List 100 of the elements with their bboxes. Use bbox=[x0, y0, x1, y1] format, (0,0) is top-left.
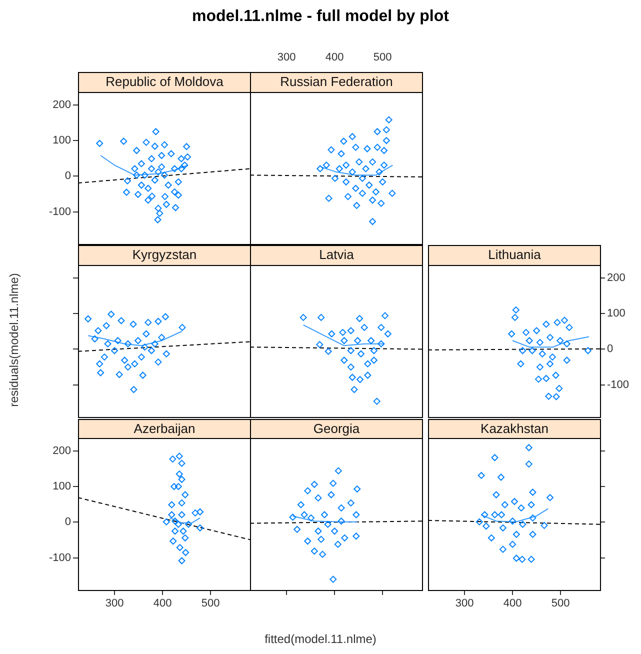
point bbox=[498, 474, 505, 481]
point bbox=[142, 330, 150, 338]
y-tick-label: 0 bbox=[64, 516, 71, 528]
point bbox=[151, 176, 158, 184]
point bbox=[342, 162, 350, 169]
point bbox=[528, 347, 536, 354]
point bbox=[328, 330, 336, 338]
point bbox=[378, 324, 385, 331]
y-tick-label: 200 bbox=[52, 444, 71, 457]
point bbox=[374, 144, 381, 151]
point bbox=[546, 494, 554, 502]
point bbox=[183, 143, 190, 150]
point bbox=[338, 150, 345, 158]
point bbox=[347, 327, 354, 334]
point bbox=[525, 460, 532, 468]
point bbox=[542, 374, 550, 382]
x-tick-label: 400 bbox=[153, 598, 172, 610]
point bbox=[131, 165, 138, 172]
point bbox=[151, 142, 158, 150]
point bbox=[384, 330, 392, 338]
x-tick-label: 300 bbox=[277, 51, 296, 64]
point bbox=[556, 337, 564, 344]
point bbox=[172, 518, 179, 525]
point bbox=[380, 147, 388, 154]
point bbox=[517, 360, 524, 368]
point bbox=[185, 520, 192, 528]
point bbox=[133, 147, 140, 154]
point bbox=[196, 508, 204, 516]
point bbox=[171, 188, 178, 196]
point bbox=[364, 145, 371, 152]
point bbox=[348, 168, 356, 176]
point bbox=[338, 504, 345, 512]
point bbox=[385, 116, 392, 124]
point bbox=[297, 501, 304, 508]
point bbox=[174, 483, 182, 490]
point bbox=[536, 364, 544, 371]
point bbox=[354, 486, 361, 493]
point bbox=[526, 337, 533, 344]
point bbox=[108, 310, 115, 318]
point bbox=[310, 548, 318, 555]
point bbox=[376, 168, 383, 176]
point bbox=[338, 518, 345, 525]
point bbox=[374, 128, 381, 136]
point bbox=[342, 178, 350, 186]
point bbox=[482, 522, 490, 530]
point bbox=[138, 354, 145, 361]
x-tick-label: 300 bbox=[455, 598, 474, 610]
point bbox=[171, 165, 178, 172]
y-tick-label: 200 bbox=[607, 272, 626, 284]
point bbox=[519, 520, 526, 528]
point bbox=[362, 165, 370, 172]
point bbox=[340, 356, 348, 364]
point bbox=[533, 327, 540, 334]
point bbox=[158, 334, 166, 341]
x-tick-label: 500 bbox=[373, 51, 392, 64]
point bbox=[314, 494, 322, 502]
point bbox=[178, 557, 186, 564]
point bbox=[366, 182, 373, 189]
point bbox=[178, 155, 185, 162]
point bbox=[370, 356, 378, 364]
point bbox=[478, 472, 485, 479]
point bbox=[370, 347, 378, 354]
point bbox=[347, 499, 354, 506]
point bbox=[339, 328, 346, 336]
point bbox=[182, 549, 190, 556]
point bbox=[300, 314, 307, 321]
point bbox=[168, 511, 176, 518]
y-tick-label: 100 bbox=[607, 308, 626, 320]
point bbox=[352, 184, 360, 192]
point bbox=[158, 152, 166, 160]
point bbox=[336, 165, 343, 172]
point bbox=[331, 528, 338, 535]
point bbox=[300, 511, 308, 518]
point bbox=[316, 341, 324, 348]
point bbox=[158, 163, 166, 170]
point bbox=[97, 369, 104, 376]
y-tick-label: -100 bbox=[48, 552, 71, 564]
point bbox=[133, 172, 140, 179]
point bbox=[542, 320, 550, 328]
point bbox=[354, 337, 362, 344]
point bbox=[518, 556, 526, 563]
point bbox=[348, 133, 356, 140]
point bbox=[116, 371, 123, 378]
point bbox=[369, 196, 376, 204]
point bbox=[114, 337, 122, 344]
point bbox=[518, 504, 525, 512]
point bbox=[324, 348, 332, 355]
point bbox=[382, 137, 390, 144]
point bbox=[138, 182, 145, 189]
point bbox=[499, 524, 506, 532]
point bbox=[552, 393, 560, 400]
point bbox=[360, 324, 368, 331]
point bbox=[181, 162, 188, 169]
point bbox=[357, 350, 364, 358]
point bbox=[172, 204, 180, 212]
point bbox=[528, 501, 535, 508]
point bbox=[102, 322, 110, 330]
point bbox=[330, 576, 337, 583]
point bbox=[491, 511, 498, 518]
x-tick-label: 400 bbox=[325, 51, 344, 64]
